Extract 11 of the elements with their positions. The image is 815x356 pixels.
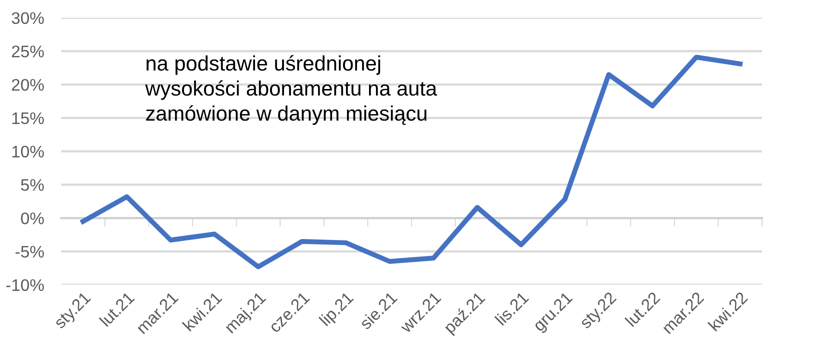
annotation: na podstawie uśrednionej wysokości abonamentu na auta zamówione w danym miesiącu: [145, 55, 438, 125]
y-tick-label: 25%: [12, 46, 44, 58]
y-tick-label: 10%: [12, 146, 44, 158]
y-tick-label: 5%: [21, 179, 44, 191]
y-tick-label: 20%: [12, 78, 44, 91]
y-tick-label: -10%: [6, 279, 44, 292]
y-tick-label: 30%: [12, 12, 44, 24]
y-tick-label: -5%: [16, 246, 44, 258]
y-tick-label: 0%: [21, 212, 44, 224]
y-tick-label: 15%: [12, 112, 44, 124]
line-series: [80, 54, 743, 270]
